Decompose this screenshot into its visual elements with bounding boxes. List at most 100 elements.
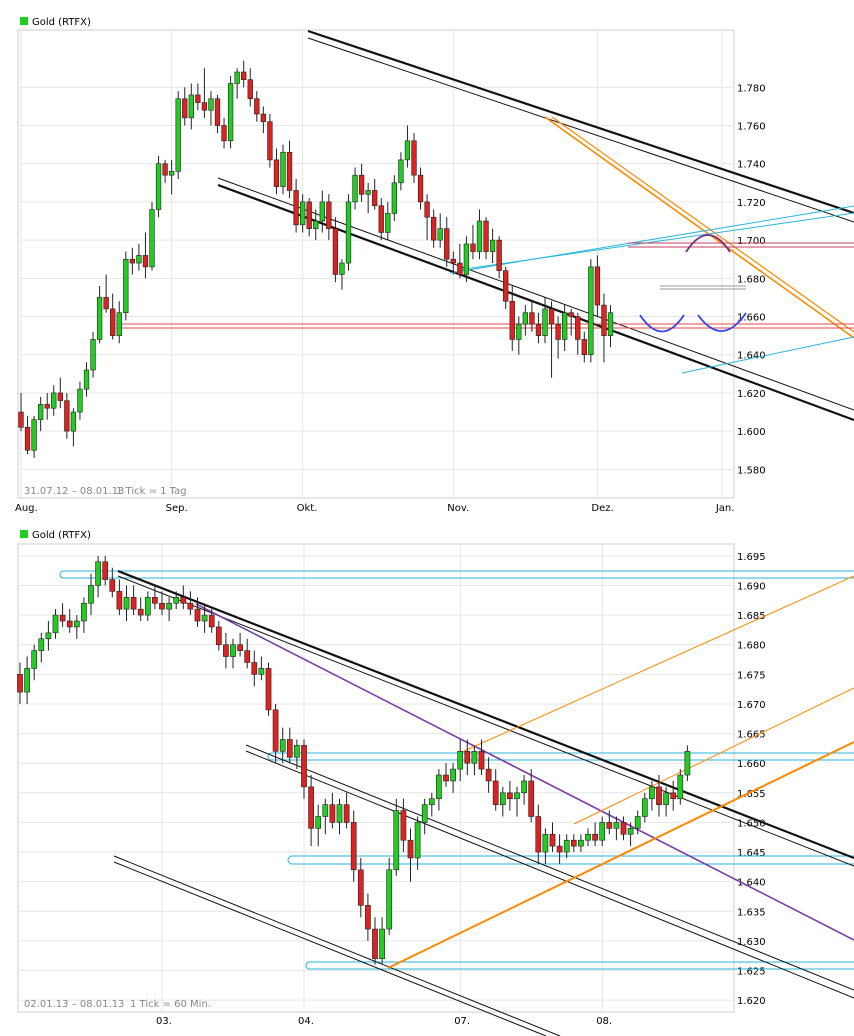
candle-up <box>542 308 548 336</box>
candle-down <box>549 833 556 847</box>
candle-up <box>450 768 456 782</box>
candle-up <box>70 411 77 432</box>
candle-down <box>350 822 357 871</box>
candle-up <box>521 780 527 794</box>
candle-down <box>254 98 260 115</box>
plot-area <box>17 29 735 499</box>
y-tick-label: 1.655 <box>737 789 766 800</box>
candle-down <box>208 614 215 628</box>
candle-down <box>130 597 137 610</box>
candle-down <box>444 228 450 260</box>
candle-down <box>478 751 485 770</box>
candle-down <box>411 140 417 176</box>
candle-down <box>575 316 581 340</box>
x-tick-label: 03. <box>156 1016 172 1027</box>
candle-up <box>393 810 400 871</box>
y-tick-label: 1.695 <box>737 552 766 563</box>
candle-down <box>581 339 587 356</box>
candle-down <box>194 608 201 622</box>
y-tick-label: 1.640 <box>737 878 766 889</box>
period-label: 31.07.12 – 08.01.13 <box>24 486 124 497</box>
candle-down <box>286 739 293 758</box>
candle-down <box>59 614 66 622</box>
orange-fan-middle <box>573 687 854 825</box>
candle-up <box>365 190 371 195</box>
candle-up <box>516 323 522 340</box>
candle-up <box>136 255 142 264</box>
black-downtrend-main-2 <box>117 575 854 867</box>
candle-up <box>24 668 30 693</box>
candle-up <box>588 266 594 356</box>
trendline-annotations <box>116 29 854 422</box>
candle-up <box>38 638 45 651</box>
tick-label: 1 Tick = 60 Min. <box>130 999 211 1010</box>
right-shoulder-arc <box>697 312 747 332</box>
candle-up <box>414 822 421 859</box>
left-shoulder-arc <box>639 314 685 333</box>
y-tick-label: 1.660 <box>737 759 766 770</box>
candle-up <box>88 585 94 604</box>
candle-down <box>159 602 165 610</box>
candle-down <box>142 255 149 268</box>
candle-up <box>436 774 442 800</box>
candle-down <box>556 845 563 853</box>
y-tick-label: 1.600 <box>737 427 766 438</box>
candle-up <box>294 745 300 758</box>
candle-up <box>313 220 319 229</box>
candle-down <box>215 626 222 646</box>
candle-up <box>404 140 411 161</box>
candle-up <box>299 201 306 226</box>
candle-up <box>77 388 83 413</box>
y-tick-label: 1.630 <box>737 937 766 948</box>
candle-down <box>365 905 371 930</box>
candle-up <box>386 869 393 930</box>
candle-up <box>279 739 286 752</box>
candle-down <box>137 608 144 616</box>
orange-downtrend-line-2 <box>551 116 854 333</box>
hourly-chart-panel: 1.620 1.625 1.630 1.635 1.640 1.645 1.650 1.655… <box>17 530 854 1036</box>
candle-down <box>201 102 208 111</box>
candle-down <box>372 928 378 959</box>
candle-up <box>37 404 44 420</box>
candle-down <box>223 644 229 657</box>
y-tick-label: 1.645 <box>737 848 766 859</box>
candle-down <box>378 205 384 233</box>
tick-label: 1 Tick = 1 Tag <box>116 486 187 497</box>
candle-down <box>606 822 613 829</box>
candle-down <box>180 597 187 604</box>
x-tick-label: 07. <box>454 1016 470 1027</box>
candle-up <box>280 151 286 187</box>
upper-channel-line <box>307 29 854 215</box>
candle-down <box>358 174 365 195</box>
y-tick-label: 1.580 <box>737 465 766 476</box>
candle-down <box>308 786 314 829</box>
candle-down <box>464 751 471 764</box>
candle-down <box>407 839 414 859</box>
candle-down <box>492 780 499 805</box>
candle-up <box>463 243 470 275</box>
trendline-annotations <box>59 569 854 1036</box>
candle-up <box>585 833 591 841</box>
candle-down <box>457 262 463 275</box>
lower-channel-line <box>217 183 854 422</box>
candle-up <box>234 71 240 84</box>
candle-down <box>64 400 70 432</box>
candle-down <box>528 780 535 817</box>
y-tick-label: 1.620 <box>737 996 766 1007</box>
candle-down <box>555 323 561 340</box>
legend-swatch <box>20 530 28 538</box>
candle-down <box>570 839 577 847</box>
candle-up <box>489 239 496 252</box>
candle-up <box>31 419 37 451</box>
candle-down <box>24 427 31 451</box>
cyan-channel-upper-2 <box>457 212 854 271</box>
orange-uptrend <box>387 741 854 969</box>
purple-downtrend <box>195 603 854 941</box>
candle-down <box>592 833 598 841</box>
candle-up <box>428 798 435 805</box>
candle-up <box>437 228 443 241</box>
candle-up <box>31 650 38 669</box>
candle-up <box>173 597 180 604</box>
candle-up <box>391 182 398 214</box>
